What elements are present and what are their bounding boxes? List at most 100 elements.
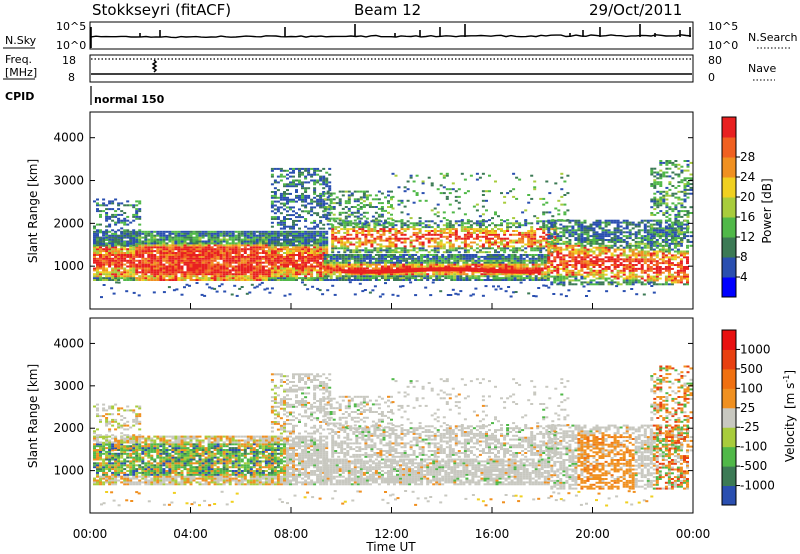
heatmap-cell [441, 257, 445, 260]
heatmap-cell [117, 240, 121, 243]
heatmap-cell [207, 236, 211, 239]
heatmap-cell [126, 230, 130, 233]
heatmap-cell [162, 257, 166, 260]
heatmap-cell [571, 256, 575, 259]
heatmap-cell [463, 239, 467, 242]
heatmap-cell [319, 277, 323, 280]
heatmap-cell [210, 238, 214, 241]
heatmap-cell [583, 250, 587, 253]
heatmap-cell [472, 237, 476, 240]
heatmap-cell [661, 246, 665, 249]
heatmap-cell [652, 258, 656, 261]
heatmap-cell [114, 237, 118, 240]
heatmap-cell [331, 243, 335, 246]
heatmap-cell [427, 220, 431, 223]
heatmap-cell [298, 269, 301, 272]
heatmap-cell [261, 238, 265, 241]
heatmap-cell [374, 273, 378, 276]
heatmap-cell [607, 260, 611, 263]
heatmap-cell [491, 222, 494, 225]
heatmap-cell [365, 279, 369, 281]
heatmap-cell [359, 254, 363, 256]
heatmap-cell [483, 259, 487, 262]
heatmap-cell [129, 244, 133, 247]
heatmap-cell [358, 226, 362, 229]
heatmap-cell [465, 277, 469, 280]
heatmap-cell [255, 242, 259, 245]
heatmap-cell [586, 271, 590, 274]
heatmap-cell [433, 247, 437, 250]
heatmap-cell [646, 277, 650, 280]
heatmap-cell [415, 251, 419, 254]
heatmap-cell [393, 275, 396, 278]
heatmap-cell [438, 263, 442, 266]
heatmap-cell [159, 232, 163, 235]
heatmap-cell [519, 261, 523, 264]
heatmap-cell [150, 246, 154, 249]
heatmap-cell [162, 252, 166, 254]
heatmap-cell [186, 242, 190, 245]
heatmap-cell [301, 271, 305, 274]
heatmap-cell [574, 237, 578, 240]
heatmap-cell [574, 260, 578, 263]
heatmap-cell [686, 235, 689, 238]
heatmap-cell [270, 254, 274, 256]
heatmap-cell [195, 236, 199, 239]
heatmap-cell [417, 271, 421, 274]
heatmap-cell [93, 275, 96, 278]
heatmap-cell [316, 271, 320, 274]
heatmap-cell [475, 222, 479, 225]
heatmap-cell [132, 277, 136, 280]
heatmap-cell [174, 275, 178, 278]
heatmap-cell [459, 279, 463, 281]
heatmap-cell [332, 254, 336, 256]
heatmap-cell [586, 248, 590, 251]
heatmap-cell [540, 259, 544, 262]
heatmap-cell [117, 219, 121, 222]
cpid-mode-label: normal 150 [94, 93, 165, 106]
heatmap-cell [406, 224, 410, 227]
heatmap-cell [279, 179, 283, 182]
heatmap-cell [607, 283, 611, 286]
heatmap-cell [619, 258, 623, 261]
heatmap-cell [264, 255, 268, 258]
heatmap-cell [298, 246, 301, 249]
heatmap-cell [631, 221, 635, 224]
heatmap-cell [462, 259, 466, 262]
heatmap-cell [195, 250, 199, 253]
heatmap-cell [123, 254, 127, 256]
heatmap-cell [210, 259, 214, 262]
heatmap-cell [519, 254, 523, 256]
heatmap-cell [550, 244, 554, 247]
heatmap-cell [550, 281, 554, 284]
heatmap-cell [592, 283, 596, 286]
heatmap-cell [559, 237, 563, 240]
heatmap-cell [234, 230, 238, 233]
heatmap-cell [498, 267, 502, 270]
heatmap-cell [267, 250, 271, 253]
heatmap-cell [589, 283, 593, 286]
heatmap-cell [319, 275, 323, 278]
heatmap-cell [613, 258, 617, 261]
heatmap-cell [237, 234, 241, 237]
heatmap-cell [313, 240, 317, 243]
heatmap-cell [547, 237, 551, 240]
heatmap-cell [400, 220, 404, 223]
heatmap-cell [501, 254, 505, 256]
heatmap-cell [364, 220, 368, 223]
heatmap-cell [382, 228, 386, 231]
heatmap-cell [353, 255, 357, 258]
heatmap-cell [174, 242, 178, 245]
heatmap-cell [186, 265, 190, 268]
heatmap-cell [415, 224, 419, 227]
heatmap-cell [99, 279, 102, 281]
heatmap-cell [673, 258, 677, 261]
heatmap-cell [213, 250, 217, 253]
heatmap-cell [406, 226, 410, 229]
heatmap-cell [108, 273, 112, 276]
heatmap-cell [451, 247, 455, 250]
heatmap-cell [377, 254, 381, 256]
heatmap-cell [683, 275, 686, 278]
heatmap-cell [195, 232, 199, 235]
heatmap-cell [448, 228, 452, 231]
